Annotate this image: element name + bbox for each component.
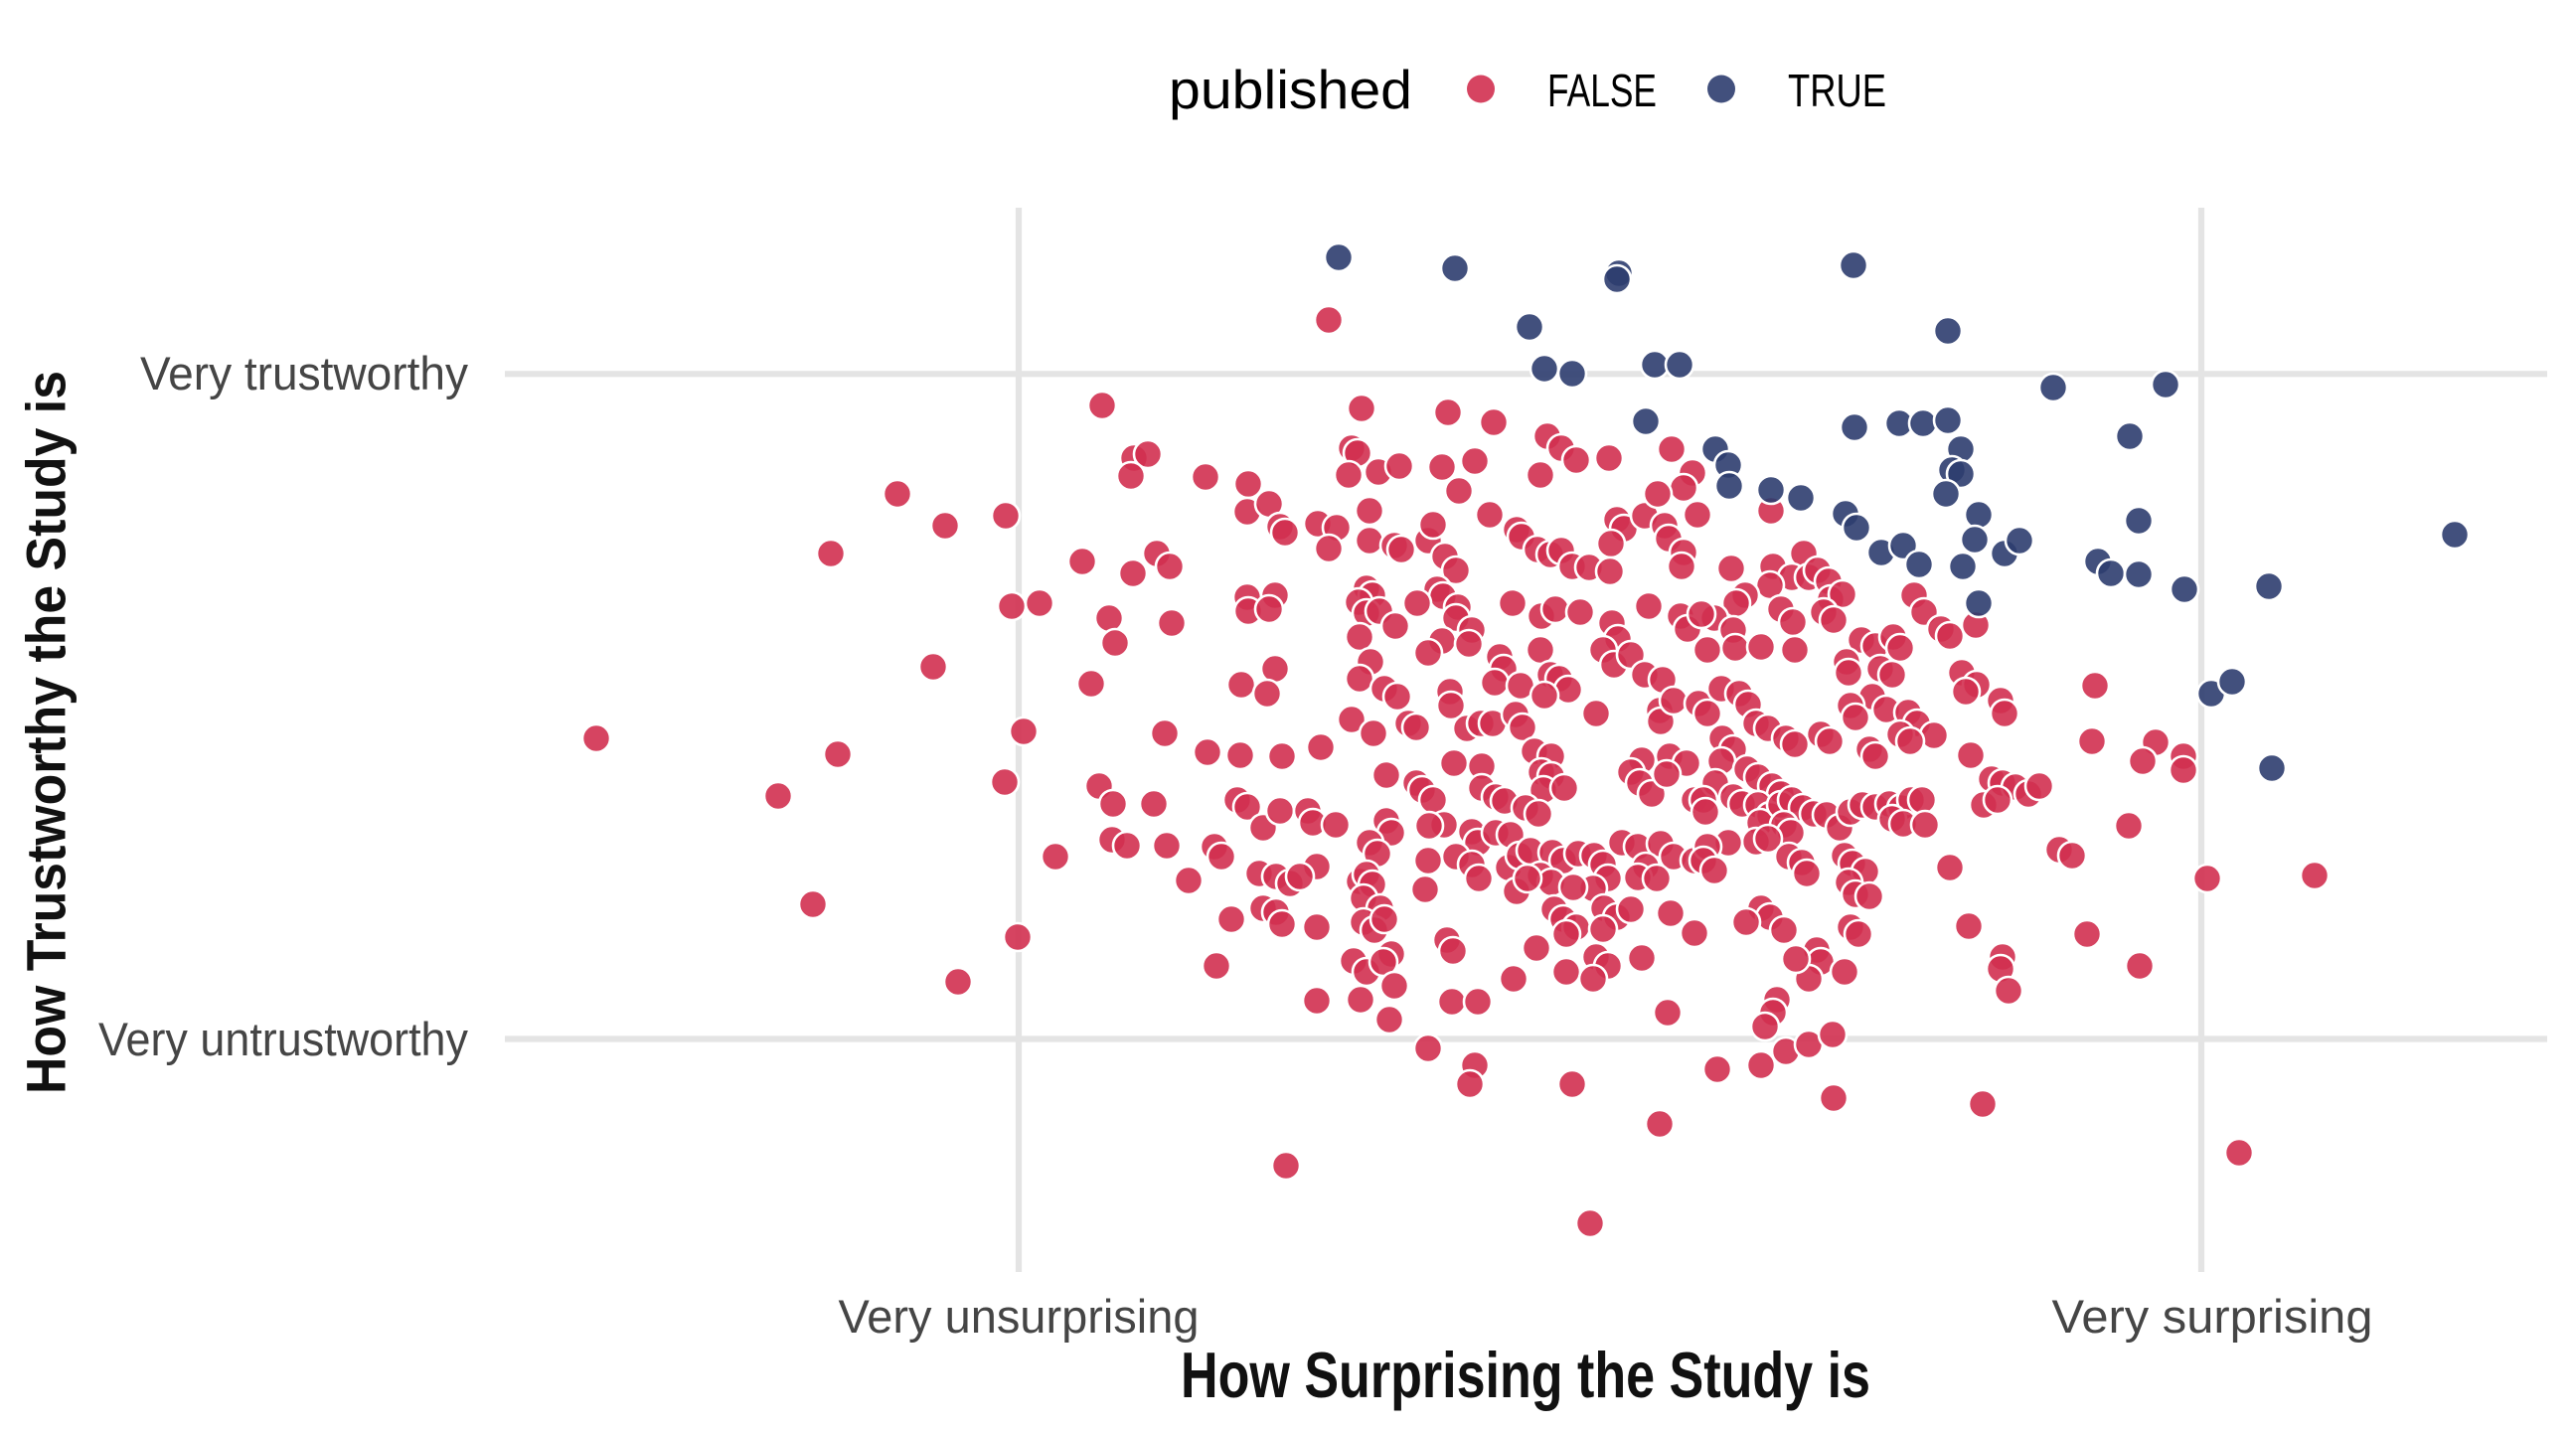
svg-text:Very unsurprising: Very unsurprising bbox=[839, 1290, 1200, 1343]
svg-text:TRUE: TRUE bbox=[1788, 65, 1886, 116]
svg-text:How Trustworthy the Study is: How Trustworthy the Study is bbox=[15, 371, 78, 1094]
svg-text:published: published bbox=[1169, 59, 1412, 120]
svg-text:FALSE: FALSE bbox=[1547, 65, 1657, 116]
svg-text:Very untrustworthy: Very untrustworthy bbox=[98, 1013, 468, 1065]
svg-text:Very surprising: Very surprising bbox=[2052, 1290, 2373, 1343]
svg-text:Very trustworthy: Very trustworthy bbox=[140, 347, 468, 399]
svg-text:How Surprising the Study is: How Surprising the Study is bbox=[1181, 1339, 1870, 1411]
